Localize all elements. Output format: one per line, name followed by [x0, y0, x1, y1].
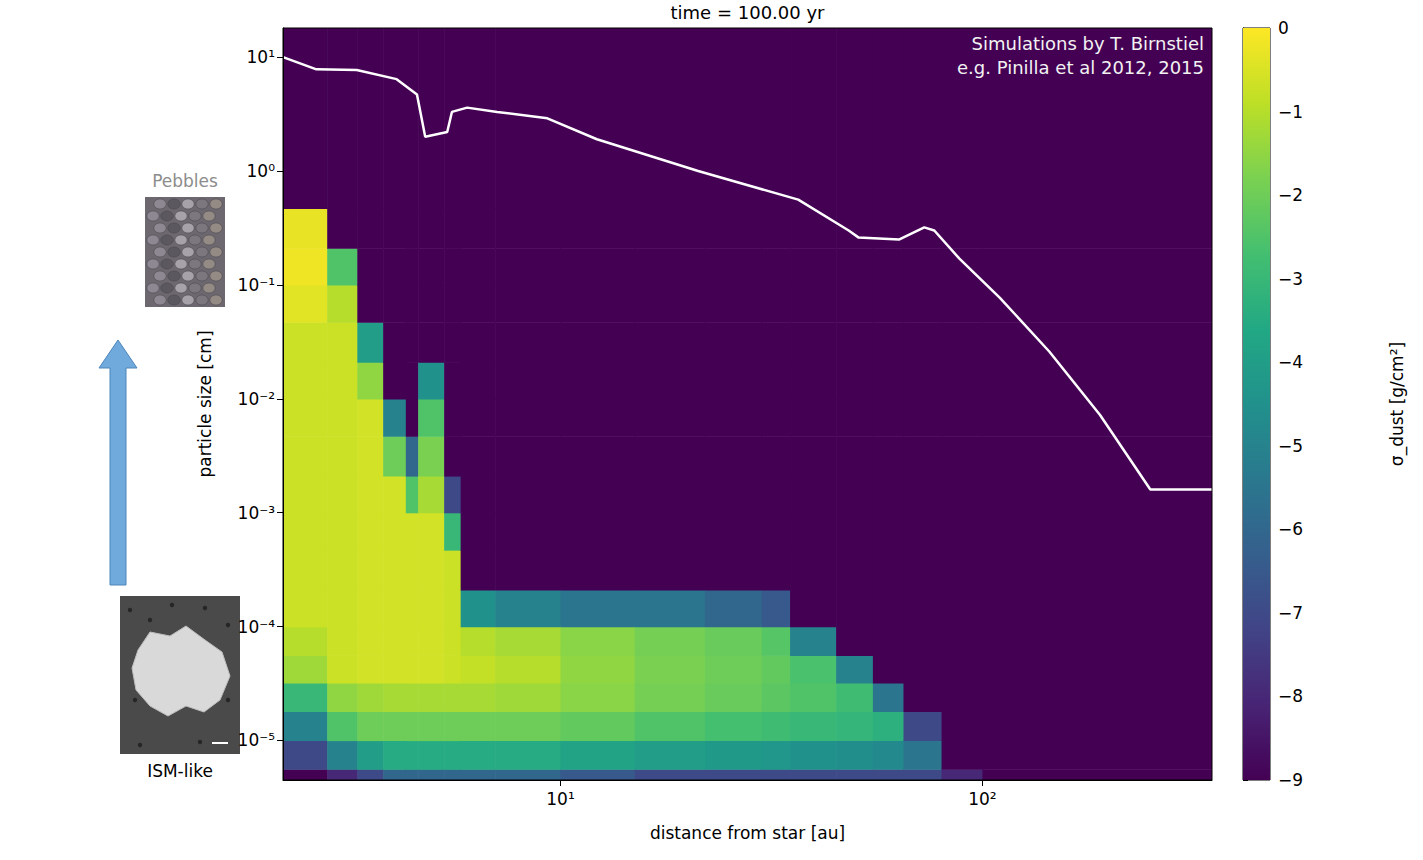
svg-text:particle size [cm]: particle size [cm]: [195, 330, 215, 477]
svg-text:10⁰: 10⁰: [247, 161, 276, 181]
svg-text:−1: −1: [1278, 102, 1303, 122]
svg-text:0: 0: [1278, 18, 1289, 38]
svg-text:10²: 10²: [968, 789, 996, 809]
svg-text:10¹: 10¹: [247, 47, 275, 67]
svg-text:Simulations by T. Birnstiel: Simulations by T. Birnstiel: [972, 33, 1204, 54]
svg-text:−6: −6: [1278, 519, 1303, 539]
svg-text:−9: −9: [1278, 770, 1303, 790]
svg-text:10⁻¹: 10⁻¹: [238, 275, 275, 295]
svg-text:ISM-like: ISM-like: [147, 761, 213, 781]
svg-text:−7: −7: [1278, 603, 1303, 623]
svg-text:10⁻⁵: 10⁻⁵: [238, 730, 275, 750]
svg-text:−8: −8: [1278, 686, 1303, 706]
svg-text:distance from star [au]: distance from star [au]: [650, 823, 845, 843]
svg-text:−3: −3: [1278, 269, 1303, 289]
svg-text:e.g. Pinilla et al 2012, 2015: e.g. Pinilla et al 2012, 2015: [957, 57, 1204, 78]
svg-text:−5: −5: [1278, 436, 1303, 456]
svg-text:10⁻²: 10⁻²: [238, 389, 275, 409]
svg-text:−4: −4: [1278, 352, 1303, 372]
svg-text:−2: −2: [1278, 185, 1303, 205]
svg-text:10¹: 10¹: [546, 789, 574, 809]
svg-text:10⁻³: 10⁻³: [238, 503, 275, 523]
svg-text:Pebbles: Pebbles: [152, 171, 218, 191]
svg-text:σ_dust [g/cm²]: σ_dust [g/cm²]: [1387, 342, 1408, 466]
svg-text:time = 100.00 yr: time = 100.00 yr: [671, 2, 826, 23]
svg-text:10⁻⁴: 10⁻⁴: [238, 617, 276, 637]
